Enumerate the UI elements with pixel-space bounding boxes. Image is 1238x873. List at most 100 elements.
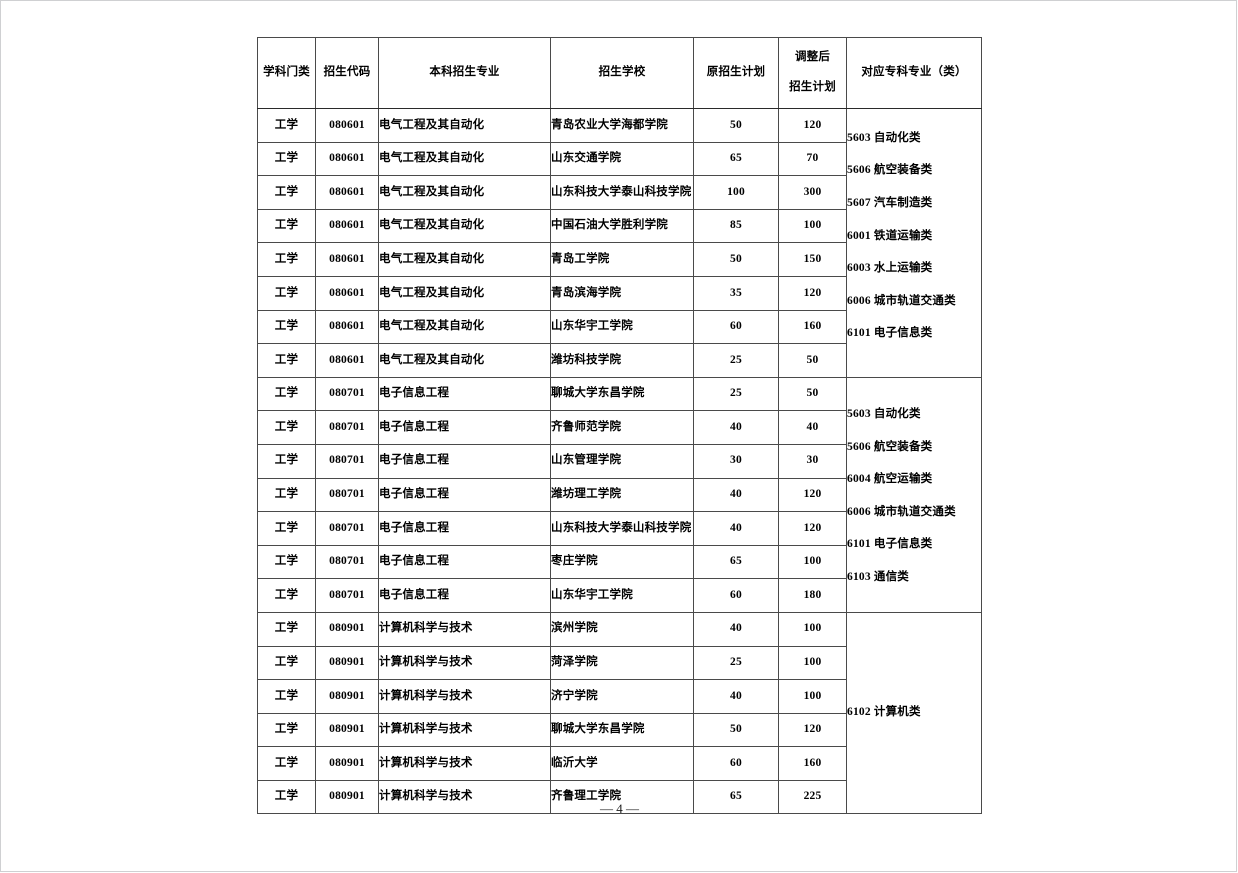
cell-target-specialty-group: 5603 自动化类 5606 航空装备类 6004 航空运输类 6006 城市轨道交通… — [846, 376, 982, 613]
cell-adjusted-plan: 120 — [778, 477, 847, 513]
cell-admission-code: 080601 — [315, 309, 379, 345]
cell-admission-school: 山东华宇工学院 — [550, 578, 694, 613]
cell-undergraduate-major: 电气工程及其自动化 — [378, 275, 551, 311]
cell-admission-school: 聊城大学东昌学院 — [550, 376, 694, 412]
cell-admission-code: 080701 — [315, 544, 379, 580]
column-header-original-plan: 原招生计划 — [693, 37, 779, 109]
column-header-adjusted-plan: 调整后 招生计划 — [778, 37, 847, 109]
cell-undergraduate-major: 电子信息工程 — [378, 511, 551, 546]
cell-admission-school: 山东华宇工学院 — [550, 309, 694, 345]
table-row: 工学 080601 电气工程及其自动化 山东交通学院 65 70 — [257, 141, 982, 177]
cell-admission-school: 菏泽学院 — [550, 645, 694, 681]
table-row: 工学 080701 电子信息工程 山东科技大学泰山科技学院 40 120 — [257, 511, 982, 546]
cell-original-plan: 50 — [693, 712, 779, 748]
cell-undergraduate-major: 计算机科学与技术 — [378, 779, 551, 815]
cell-original-plan: 40 — [693, 679, 779, 714]
cell-original-plan: 50 — [693, 242, 779, 277]
cell-original-plan: 30 — [693, 443, 779, 479]
cell-discipline-category: 工学 — [257, 343, 316, 378]
cell-undergraduate-major: 计算机科学与技术 — [378, 712, 551, 748]
cell-adjusted-plan: 100 — [778, 645, 847, 681]
cell-discipline-category: 工学 — [257, 376, 316, 412]
table-row: 工学 080901 计算机科学与技术 滨州学院 40 100 6102 计算机类 — [257, 611, 982, 815]
cell-adjusted-plan: 120 — [778, 108, 847, 143]
adjusted-plan-line1: 调整后 — [794, 51, 831, 64]
cell-admission-code: 080601 — [315, 108, 379, 143]
target-specialty-list: 5603 自动化类 5606 航空装备类 6004 航空运输类 6006 城市轨道交通… — [847, 385, 981, 605]
cell-admission-school: 中国石油大学胜利学院 — [550, 208, 694, 244]
cell-admission-school: 齐鲁理工学院 — [550, 779, 694, 815]
cell-adjusted-plan: 300 — [778, 175, 847, 210]
column-header-undergraduate-major: 本科招生专业 — [378, 37, 551, 109]
table-row: 工学 080601 电气工程及其自动化 山东科技大学泰山科技学院 100 300 — [257, 175, 982, 210]
target-specialty-item: 5603 自动化类 — [847, 131, 921, 144]
cell-discipline-category: 工学 — [257, 141, 316, 177]
cell-adjusted-plan: 100 — [778, 611, 847, 647]
cell-adjusted-plan: 100 — [778, 208, 847, 244]
cell-undergraduate-major: 电子信息工程 — [378, 376, 551, 412]
column-header-admission-code: 招生代码 — [315, 37, 379, 109]
cell-adjusted-plan: 40 — [778, 410, 847, 445]
cell-admission-code: 080701 — [315, 511, 379, 546]
column-header-target-specialty: 对应专科专业（类） — [846, 37, 982, 109]
cell-admission-school: 齐鲁师范学院 — [550, 410, 694, 445]
cell-adjusted-plan: 100 — [778, 679, 847, 714]
cell-admission-school: 枣庄学院 — [550, 544, 694, 580]
cell-original-plan: 85 — [693, 208, 779, 244]
cell-target-specialty-group: 6102 计算机类 — [846, 611, 982, 815]
cell-admission-code: 080901 — [315, 779, 379, 815]
cell-discipline-category: 工学 — [257, 477, 316, 513]
cell-adjusted-plan: 120 — [778, 511, 847, 546]
cell-undergraduate-major: 电气工程及其自动化 — [378, 208, 551, 244]
cell-admission-school: 青岛农业大学海都学院 — [550, 108, 694, 143]
column-header-discipline-category: 学科门类 — [257, 37, 316, 109]
cell-admission-school: 济宁学院 — [550, 679, 694, 714]
table-row: 工学 080701 电子信息工程 枣庄学院 65 100 — [257, 544, 982, 580]
cell-adjusted-plan: 100 — [778, 544, 847, 580]
cell-adjusted-plan: 120 — [778, 712, 847, 748]
cell-admission-code: 080701 — [315, 410, 379, 445]
cell-admission-code: 080701 — [315, 477, 379, 513]
cell-admission-code: 080701 — [315, 578, 379, 613]
cell-admission-school: 青岛工学院 — [550, 242, 694, 277]
cell-undergraduate-major: 计算机科学与技术 — [378, 746, 551, 781]
cell-original-plan: 40 — [693, 511, 779, 546]
cell-discipline-category: 工学 — [257, 746, 316, 781]
cell-admission-code: 080701 — [315, 376, 379, 412]
cell-undergraduate-major: 电气工程及其自动化 — [378, 309, 551, 345]
cell-discipline-category: 工学 — [257, 712, 316, 748]
cell-adjusted-plan: 120 — [778, 275, 847, 311]
cell-discipline-category: 工学 — [257, 275, 316, 311]
target-specialty-item: 6006 城市轨道交通类 — [847, 505, 956, 518]
table-row: 工学 080601 电气工程及其自动化 青岛滨海学院 35 120 — [257, 275, 982, 311]
cell-admission-school: 山东科技大学泰山科技学院 — [550, 511, 694, 546]
cell-discipline-category: 工学 — [257, 611, 316, 647]
cell-adjusted-plan: 180 — [778, 578, 847, 613]
cell-discipline-category: 工学 — [257, 511, 316, 546]
target-specialty-item: 6103 通信类 — [847, 571, 909, 584]
cell-undergraduate-major: 电子信息工程 — [378, 443, 551, 479]
cell-discipline-category: 工学 — [257, 208, 316, 244]
cell-original-plan: 25 — [693, 376, 779, 412]
cell-discipline-category: 工学 — [257, 544, 316, 580]
target-specialty-item: 5607 汽车制造类 — [847, 196, 933, 209]
cell-admission-school: 潍坊科技学院 — [550, 343, 694, 378]
header-row: 学科门类 招生代码 本科招生专业 招生学校 原招生计划 调整后 招生计划 对应专… — [257, 37, 982, 109]
cell-discipline-category: 工学 — [257, 443, 316, 479]
cell-adjusted-plan: 150 — [778, 242, 847, 277]
table-body: 工学 080601 电气工程及其自动化 青岛农业大学海都学院 50 120 5603 自动化… — [257, 108, 982, 815]
column-header-admission-school: 招生学校 — [550, 37, 694, 109]
target-specialty-item: 5606 航空装备类 — [847, 440, 933, 453]
cell-adjusted-plan: 70 — [778, 141, 847, 177]
cell-original-plan: 50 — [693, 108, 779, 143]
cell-admission-school: 潍坊理工学院 — [550, 477, 694, 513]
cell-original-plan: 25 — [693, 343, 779, 378]
cell-admission-code: 080601 — [315, 242, 379, 277]
cell-admission-school: 滨州学院 — [550, 611, 694, 647]
cell-admission-school: 青岛滨海学院 — [550, 275, 694, 311]
table-row: 工学 080701 电子信息工程 聊城大学东昌学院 25 50 5603 自动化类 5606 … — [257, 376, 982, 613]
cell-admission-code: 080601 — [315, 343, 379, 378]
target-specialty-list: 6102 计算机类 — [847, 613, 981, 814]
cell-undergraduate-major: 电气工程及其自动化 — [378, 242, 551, 277]
cell-undergraduate-major: 电气工程及其自动化 — [378, 343, 551, 378]
